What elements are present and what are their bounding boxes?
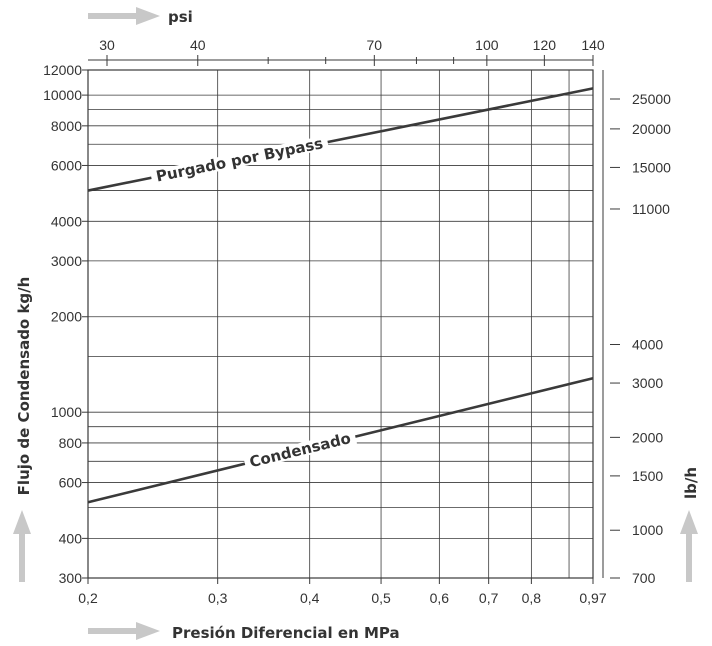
top-tick-label: 70 <box>367 37 383 53</box>
y-tick-label: 800 <box>59 435 83 451</box>
x-tick-label: 0,5 <box>371 590 391 606</box>
series-label-bg <box>243 429 357 471</box>
right-tick-label: 25000 <box>632 91 671 107</box>
y-tick-label: 6000 <box>51 157 82 173</box>
y-tick-label: 3000 <box>51 253 82 269</box>
y-tick-label: 300 <box>59 570 83 586</box>
top-tick-label: 30 <box>99 37 115 53</box>
y-secondary-axis-title: lb/h <box>682 467 700 499</box>
right-tick-label: 20000 <box>632 121 671 137</box>
right-tick-label: 15000 <box>632 159 671 175</box>
y-tick-label: 12000 <box>43 62 82 78</box>
top-tick-label: 120 <box>533 37 557 53</box>
top-tick-label: 100 <box>475 37 499 53</box>
y-tick-label: 2000 <box>51 309 82 325</box>
y-tick-label: 4000 <box>51 213 82 229</box>
x-secondary-axis-title: psi <box>168 8 193 26</box>
right-arrow-icon <box>680 510 698 582</box>
y-tick-label: 600 <box>59 475 83 491</box>
plot-border <box>87 69 594 579</box>
series: Purgado por Bypass Condensado <box>87 87 594 504</box>
x-tick-label: 0,7 <box>479 590 499 606</box>
series-label-group: Purgado por Bypass <box>149 134 330 186</box>
y-tick-label: 10000 <box>43 87 82 103</box>
right-tick-label: 4000 <box>632 337 663 353</box>
series-label-group: Condensado <box>243 429 357 471</box>
right-tick-label: 2000 <box>632 429 663 445</box>
series-label: Purgado por Bypass <box>155 134 325 185</box>
right-tick-label: 3000 <box>632 375 663 391</box>
x-tick-label: 0,4 <box>300 590 320 606</box>
series-label-bg <box>149 135 330 185</box>
y-tick-label: 8000 <box>51 118 82 134</box>
right-tick-label: 700 <box>632 570 656 586</box>
x-tick-label: 0,8 <box>522 590 542 606</box>
right-tick-label: 11000 <box>632 201 670 217</box>
right-tick-label: 1500 <box>632 468 663 484</box>
y-tick-label: 1000 <box>51 404 82 420</box>
x-tick-label: 0,97 <box>579 590 606 606</box>
top-tick-label: 140 <box>581 37 605 53</box>
top-arrow-icon <box>88 7 160 25</box>
x-axis-title: Presión Diferencial en MPa <box>172 624 400 642</box>
bottom-arrow-icon <box>88 622 160 640</box>
grid <box>87 69 594 579</box>
tick-labels: 0,2 0,3 0,4 0,5 0,6 0,7 0,8 0,97 300 400 600 800 100… <box>43 37 671 606</box>
right-tick-label: 1000 <box>632 522 663 538</box>
y-tick-label: 400 <box>59 530 83 546</box>
series-label: Condensado <box>248 429 353 471</box>
top-tick-label: 40 <box>190 37 206 53</box>
x-tick-label: 0,3 <box>208 590 228 606</box>
left-arrow-icon <box>13 510 31 582</box>
y-axis-title: Flujo de Condensado kg/h <box>15 277 33 496</box>
x-tick-label: 0,6 <box>430 590 450 606</box>
x-tick-label: 0,2 <box>78 590 98 606</box>
